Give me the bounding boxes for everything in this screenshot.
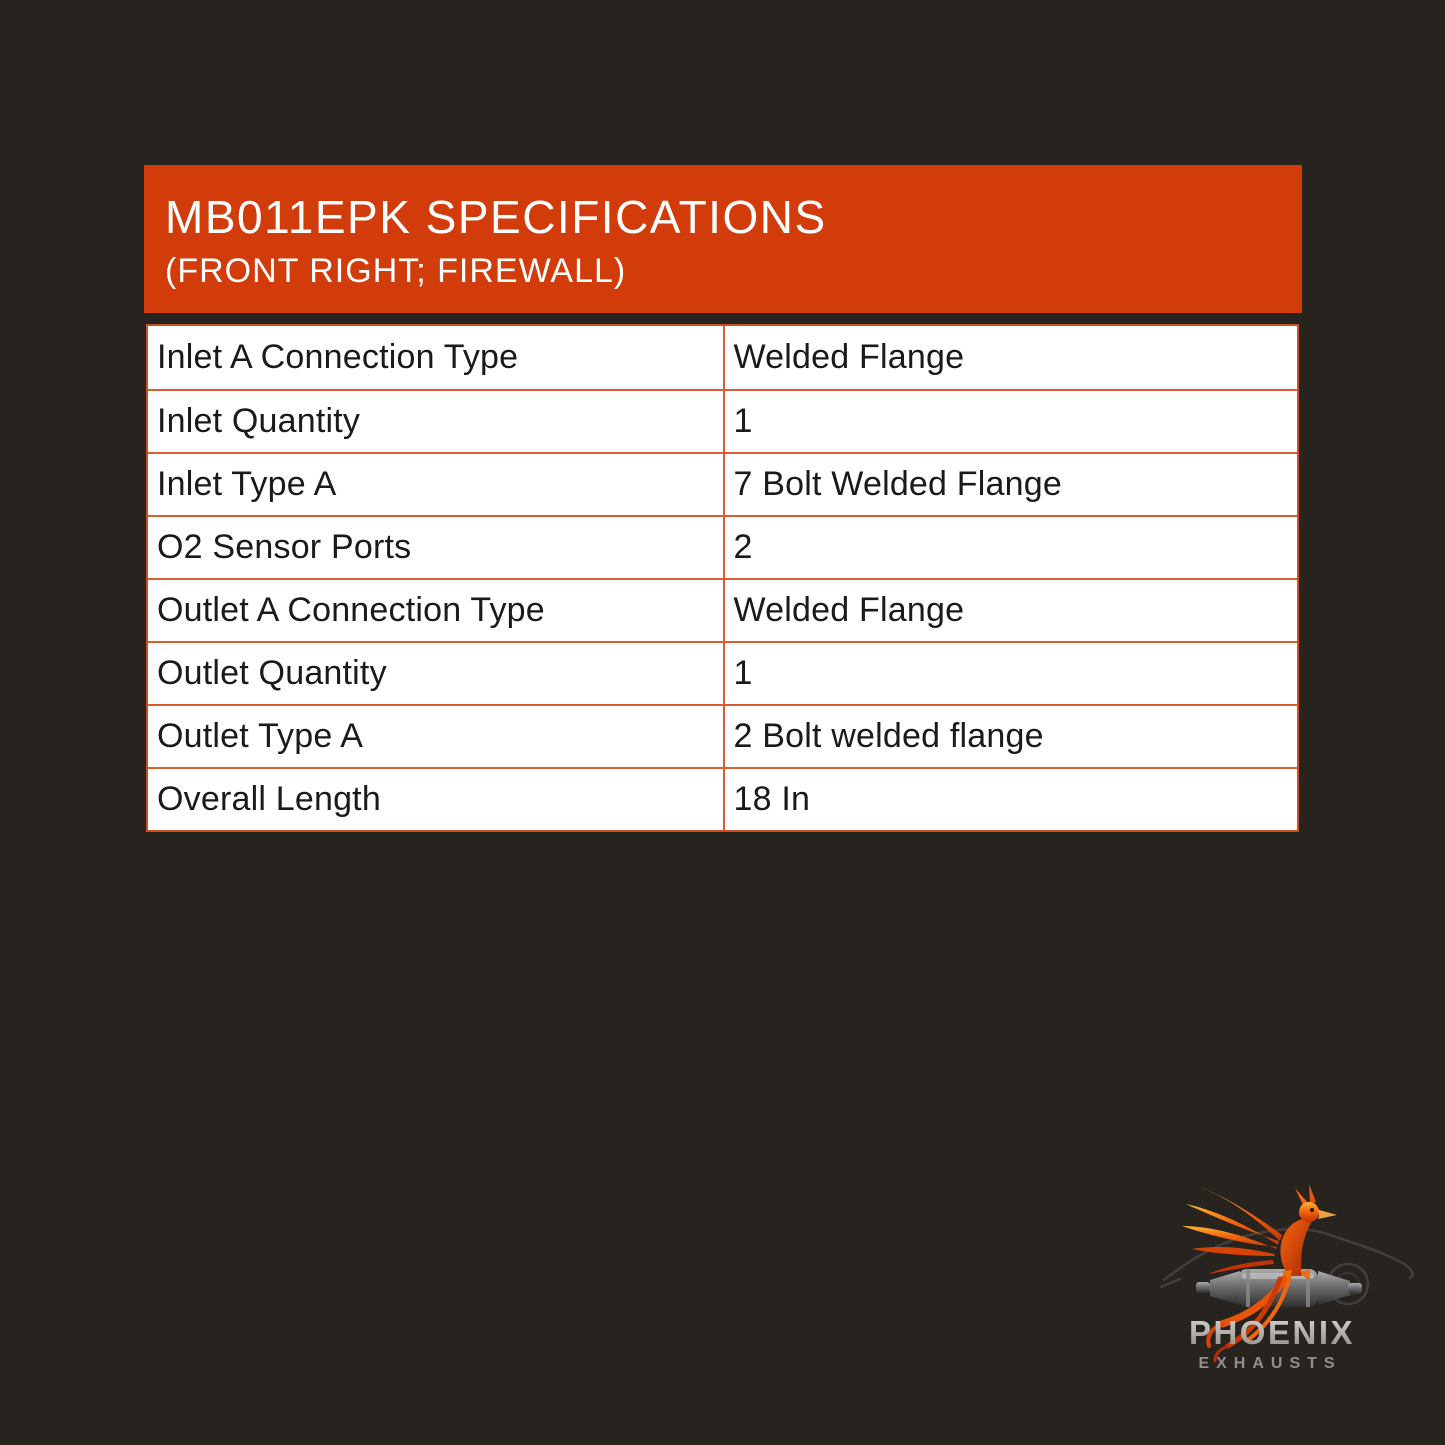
spec-value: Welded Flange bbox=[722, 326, 1298, 389]
spec-label: Inlet Type A bbox=[157, 465, 337, 503]
brand-name: PHOENIX bbox=[1189, 1314, 1355, 1351]
table-row: Outlet Type A 2 Bolt welded flange bbox=[148, 704, 1297, 767]
catalytic-converter-icon bbox=[1196, 1269, 1362, 1307]
spec-header: MB011EPK SPECIFICATIONS (FRONT RIGHT; FI… bbox=[144, 165, 1302, 313]
spec-table: Inlet A Connection Type Welded Flange In… bbox=[146, 324, 1299, 832]
spec-label: O2 Sensor Ports bbox=[157, 528, 412, 566]
spec-title: MB011EPK SPECIFICATIONS bbox=[165, 191, 827, 243]
spec-value: Welded Flange bbox=[722, 580, 1298, 641]
phoenix-icon bbox=[1182, 1184, 1337, 1363]
table-row: Inlet Type A 7 Bolt Welded Flange bbox=[148, 452, 1297, 515]
spec-label: Overall Length bbox=[157, 780, 381, 818]
brand-tagline: EXHAUSTS bbox=[1198, 1355, 1341, 1372]
spec-value: 2 bbox=[722, 517, 1298, 578]
table-row: Inlet Quantity 1 bbox=[148, 389, 1297, 452]
spec-value: 7 Bolt Welded Flange bbox=[722, 454, 1298, 515]
spec-value: 1 bbox=[722, 643, 1298, 704]
table-row: Outlet A Connection Type Welded Flange bbox=[148, 578, 1297, 641]
spec-value: 2 Bolt welded flange bbox=[722, 706, 1298, 767]
spec-label: Inlet A Connection Type bbox=[157, 338, 519, 376]
brand-logo: PHOENIX EXHAUSTS bbox=[1158, 1183, 1440, 1388]
spec-value: 1 bbox=[722, 391, 1298, 452]
spec-label: Inlet Quantity bbox=[157, 402, 361, 440]
brand-logo-graphic: PHOENIX EXHAUSTS bbox=[1159, 1184, 1414, 1372]
table-row: Overall Length 18 In bbox=[148, 767, 1297, 830]
table-row: Inlet A Connection Type Welded Flange bbox=[148, 326, 1297, 389]
spec-label: Outlet Type A bbox=[157, 717, 364, 755]
spec-value: 18 In bbox=[722, 769, 1298, 830]
spec-subtitle: (FRONT RIGHT; FIREWALL) bbox=[165, 251, 627, 290]
table-row: O2 Sensor Ports 2 bbox=[148, 515, 1297, 578]
spec-label: Outlet Quantity bbox=[157, 654, 387, 692]
table-row: Outlet Quantity 1 bbox=[148, 641, 1297, 704]
spec-label: Outlet A Connection Type bbox=[157, 591, 545, 629]
